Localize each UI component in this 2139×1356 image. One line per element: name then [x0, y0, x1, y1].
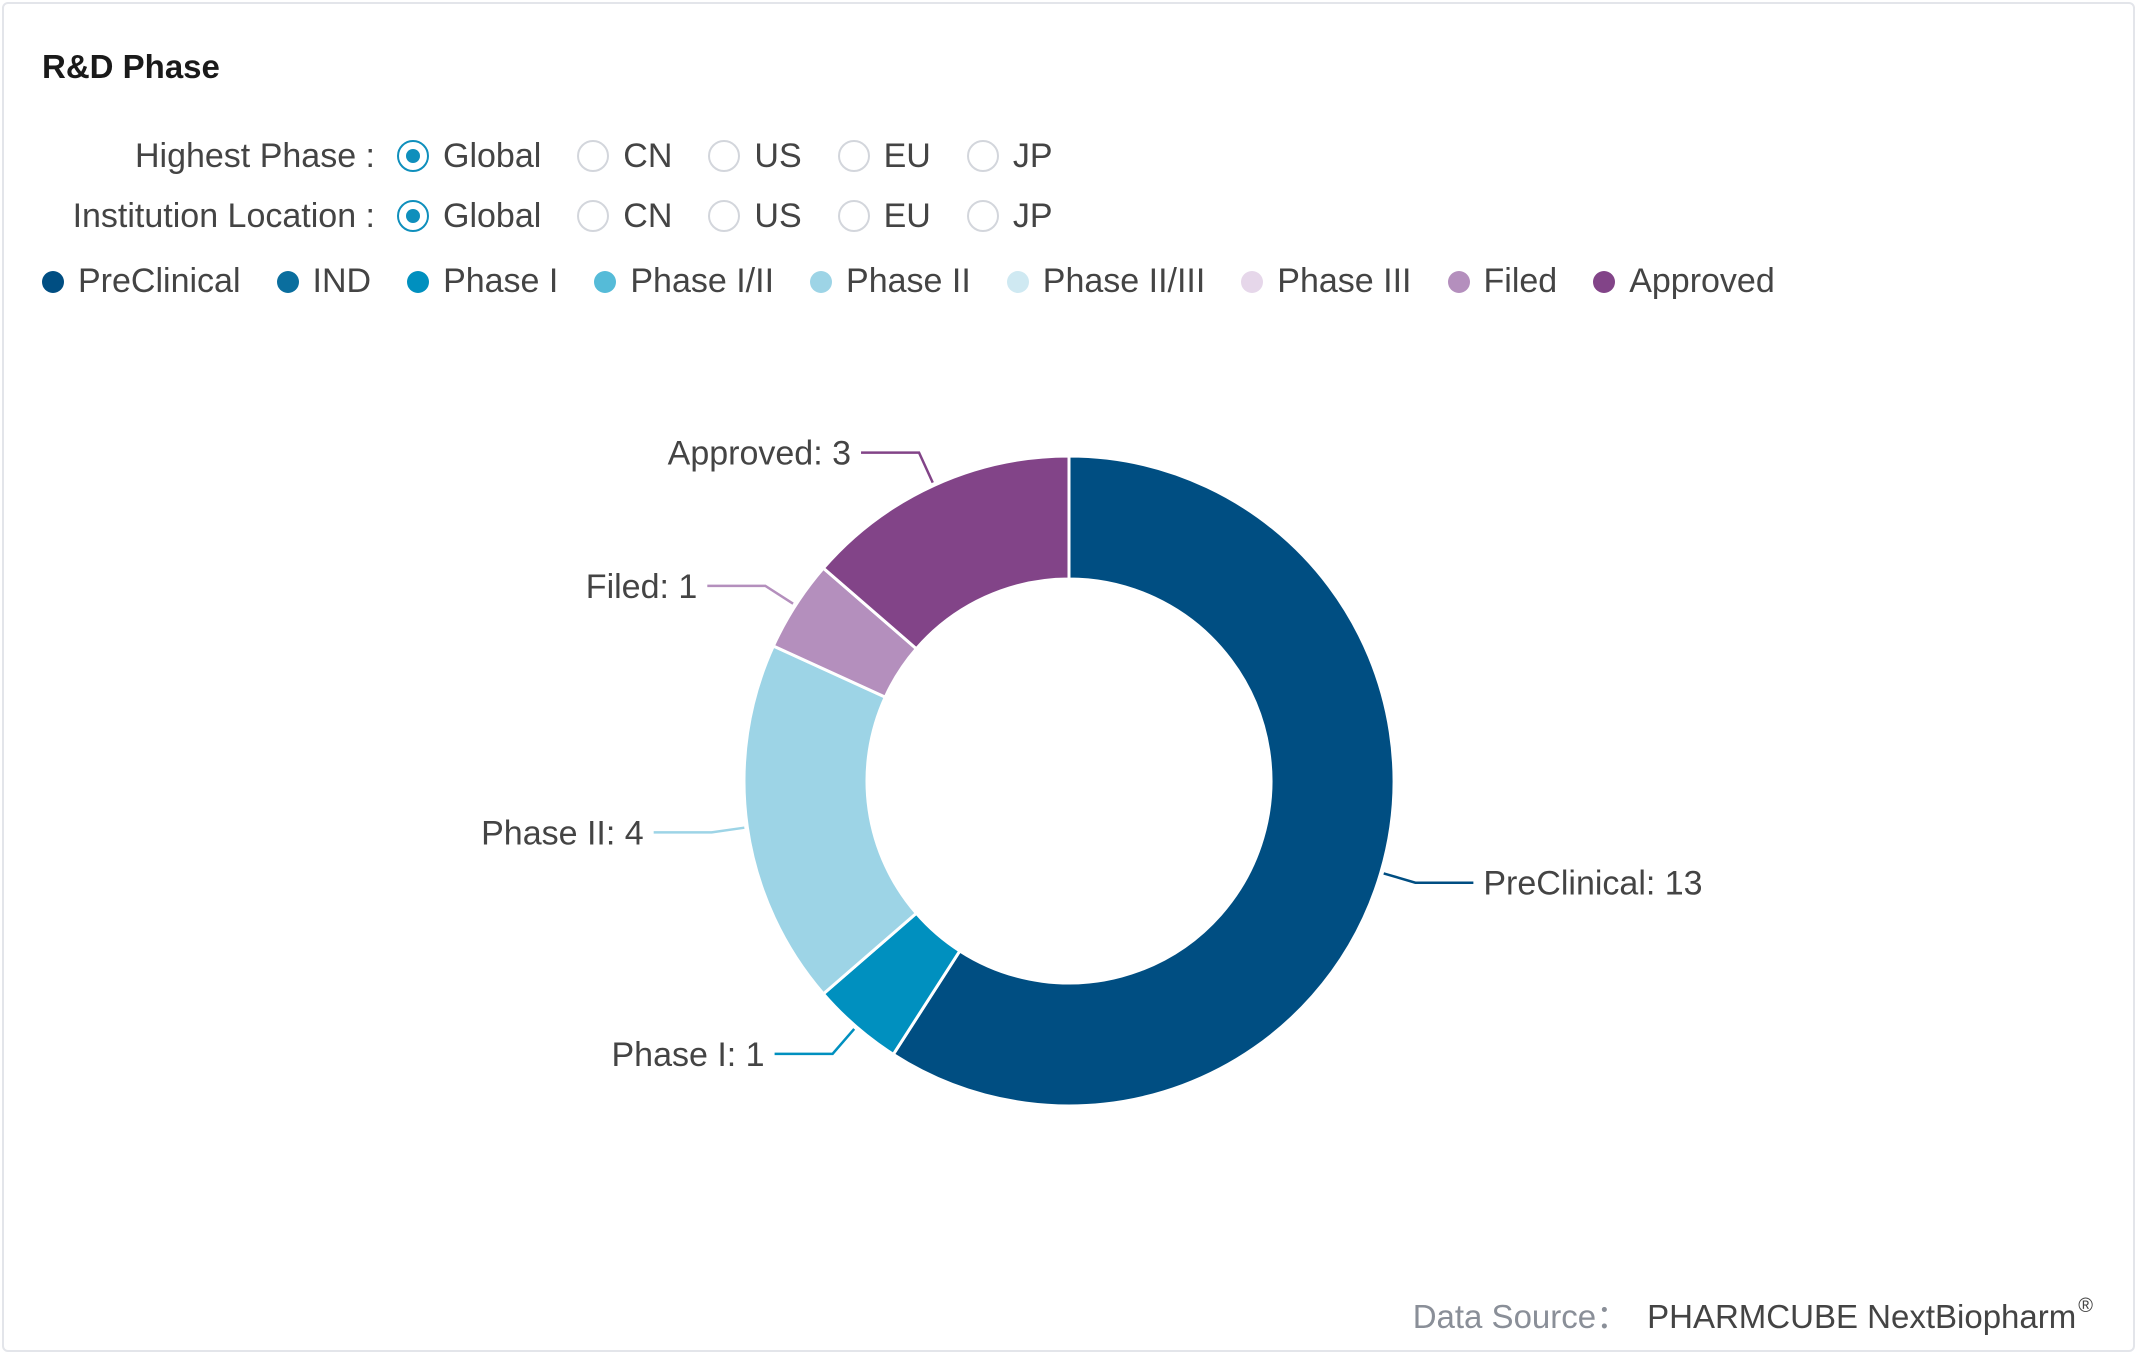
- radio-button[interactable]: [708, 200, 741, 232]
- data-source-value: PHARMCUBE NextBiopharm: [1647, 1298, 2077, 1335]
- radio-label: EU: [883, 136, 931, 175]
- leader-line: [861, 451, 934, 484]
- radio-button[interactable]: [397, 140, 429, 172]
- registered-mark: ®: [2078, 1295, 2093, 1317]
- radio-option-eu[interactable]: EU: [837, 136, 931, 176]
- legend-marker: [1006, 270, 1029, 293]
- radio-option-us[interactable]: US: [708, 136, 802, 176]
- legend-item-phase-i[interactable]: Phase I: [407, 262, 558, 301]
- donut-chart: PreClinical: 13 Phase I: 1 Phase II: 4 File…: [481, 435, 1703, 1108]
- legend-marker: [42, 270, 64, 293]
- radio-label: EU: [883, 196, 931, 235]
- chart-legend: PreClinical IND Phase I Phase I/II Phase II P…: [42, 262, 1811, 301]
- radio-button[interactable]: [397, 200, 429, 232]
- legend-label: IND: [312, 262, 372, 300]
- legend-marker: [810, 270, 833, 293]
- radio-option-global[interactable]: Global: [397, 197, 541, 236]
- pie-slice-phase-ii[interactable]: [742, 644, 919, 996]
- filter-label: Institution Location :: [72, 196, 375, 235]
- radio-label: CN: [623, 196, 673, 235]
- pie-slice-approved[interactable]: [821, 454, 1071, 651]
- legend-marker: [1241, 270, 1264, 293]
- filter-label: Highest Phase :: [134, 136, 375, 175]
- radio-option-global[interactable]: Global: [397, 137, 541, 176]
- radio-option-jp[interactable]: JP: [966, 196, 1053, 236]
- radio-button[interactable]: [577, 140, 610, 172]
- legend-marker: [1447, 270, 1470, 293]
- leader-line: [774, 1028, 856, 1056]
- legend-item-approved[interactable]: Approved: [1593, 262, 1775, 301]
- radio-label: JP: [1012, 136, 1053, 175]
- radio-label: US: [754, 196, 802, 235]
- radio-button[interactable]: [966, 200, 999, 232]
- radio-label: CN: [623, 136, 673, 175]
- legend-label: PreClinical: [78, 262, 241, 300]
- radio-button[interactable]: [837, 200, 870, 232]
- legend-label: Phase III: [1277, 262, 1412, 300]
- leader-line: [1383, 872, 1474, 884]
- card-title: R&D Phase: [42, 48, 220, 85]
- slice-label: Approved: 3: [668, 435, 851, 473]
- legend-label: Filed: [1483, 262, 1558, 300]
- legend-marker: [594, 270, 617, 293]
- filter-row-institution-location: Institution Location : Global CN US EU JP: [4, 191, 1089, 241]
- radio-option-cn[interactable]: CN: [577, 137, 672, 176]
- legend-marker: [1593, 270, 1616, 293]
- radio-option-cn[interactable]: CN: [577, 197, 672, 236]
- radio-option-us[interactable]: US: [708, 196, 802, 236]
- legend-item-phase-i-ii[interactable]: Phase I/II: [594, 262, 774, 301]
- slice-label: Phase I: 1: [611, 1036, 764, 1074]
- radio-label: JP: [1012, 196, 1053, 235]
- radio-option-eu[interactable]: EU: [837, 196, 931, 236]
- legend-item-filed[interactable]: Filed: [1447, 262, 1558, 301]
- legend-item-phase-ii[interactable]: Phase II: [810, 262, 971, 301]
- legend-label: Phase II/III: [1042, 262, 1206, 300]
- radio-label: US: [754, 136, 802, 175]
- slice-label: Phase II: 4: [481, 814, 644, 852]
- radio-button[interactable]: [577, 200, 610, 232]
- legend-label: Phase II: [846, 262, 971, 300]
- radio-button[interactable]: [708, 140, 741, 172]
- filter-row-highest-phase: Highest Phase : Global CN US EU JP: [4, 131, 1089, 181]
- legend-label: Phase I: [443, 262, 559, 300]
- radio-option-jp[interactable]: JP: [966, 136, 1053, 176]
- pie-slice-preclinical[interactable]: [891, 454, 1396, 1108]
- legend-label: Approved: [1629, 262, 1775, 300]
- data-source-label: Data Source：: [1412, 1298, 1630, 1335]
- leader-line: [707, 584, 794, 605]
- radio-button[interactable]: [837, 140, 870, 172]
- legend-label: Phase I/II: [630, 262, 775, 300]
- radio-group: Global CN US EU JP: [397, 197, 1089, 236]
- legend-item-phase-iii[interactable]: Phase III: [1241, 262, 1412, 301]
- legend-item-phase-ii-iii[interactable]: Phase II/III: [1006, 262, 1206, 301]
- legend-item-preclinical[interactable]: PreClinical: [42, 262, 241, 301]
- slice-label: PreClinical: 13: [1483, 865, 1702, 903]
- slice-label: Filed: 1: [586, 568, 698, 606]
- data-source: Data Source： PHARMCUBE NextBiopharm ®: [1413, 1290, 2093, 1338]
- legend-item-ind[interactable]: IND: [276, 262, 372, 301]
- radio-button[interactable]: [966, 140, 999, 172]
- legend-marker: [407, 270, 430, 293]
- radio-label: Global: [443, 196, 542, 235]
- legend-marker: [276, 270, 299, 293]
- leader-line: [653, 826, 745, 834]
- radio-label: Global: [443, 136, 542, 175]
- radio-group: Global CN US EU JP: [397, 137, 1089, 176]
